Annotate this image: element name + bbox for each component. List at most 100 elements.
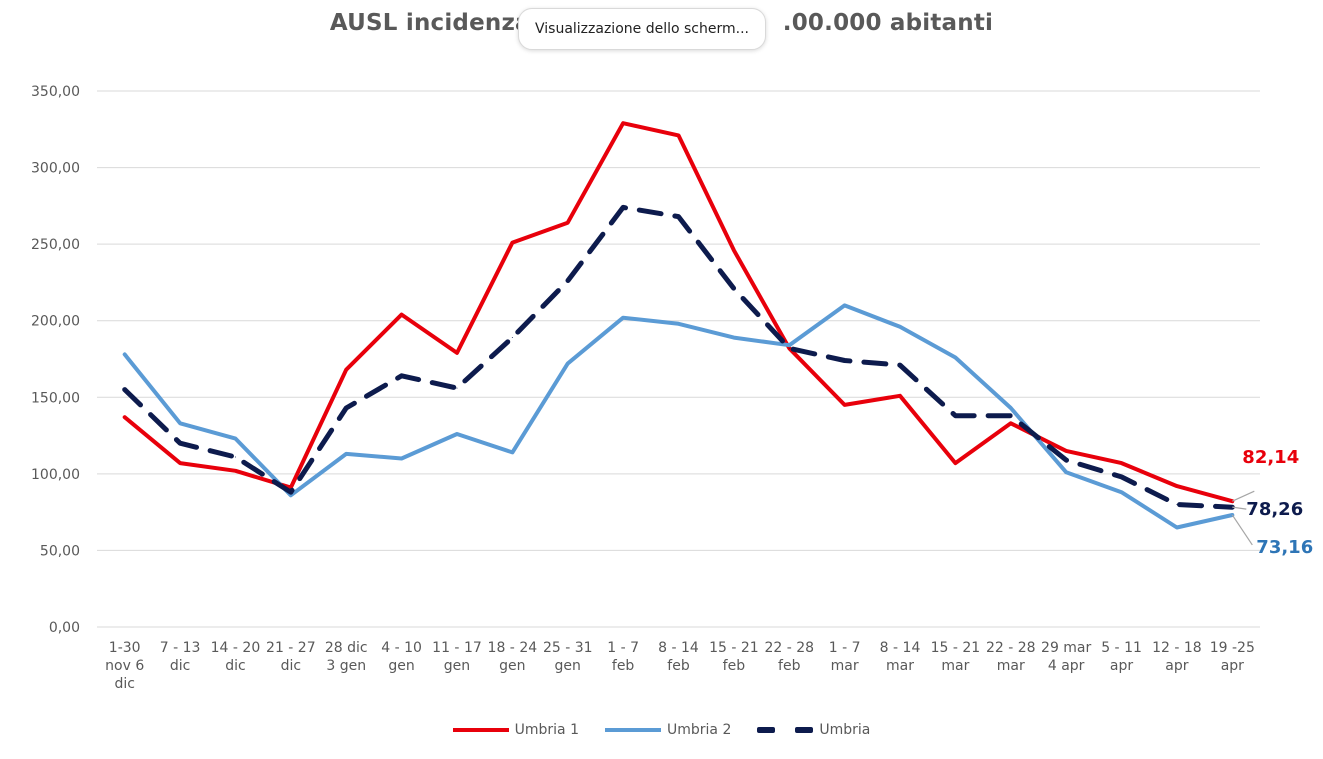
- data-point: [733, 249, 735, 251]
- x-tick-line: 3 gen: [326, 658, 366, 674]
- data-point: [345, 453, 347, 455]
- data-point: [511, 451, 513, 453]
- data-point: [124, 416, 126, 418]
- x-tick-label: 1 - 7 feb: [607, 640, 639, 674]
- legend-swatch-umbria: [757, 727, 814, 733]
- x-tick-line: 15 - 21: [709, 640, 759, 656]
- legend-item-umbria-2[interactable]: Umbria 2: [605, 722, 731, 738]
- x-tick-label: 22 - 28 feb: [764, 640, 814, 674]
- data-point: [1010, 415, 1012, 417]
- x-tick-line: dic: [281, 658, 301, 674]
- y-tick-label: 50,00: [40, 543, 80, 559]
- x-tick-line: apr: [1221, 658, 1244, 674]
- x-tick-line: apr: [1165, 658, 1188, 674]
- x-tick-label: 15 - 21 mar: [931, 640, 981, 674]
- series-lines: [122, 121, 1235, 530]
- data-point: [567, 280, 569, 282]
- data-point: [456, 387, 458, 389]
- data-point: [124, 389, 126, 391]
- data-point: [899, 326, 901, 328]
- data-point: [1065, 450, 1067, 452]
- x-tick-line: 8 - 14: [658, 640, 699, 656]
- x-tick-label: 29 mar 4 apr: [1041, 640, 1091, 674]
- x-tick-label: 21 - 27 dic: [266, 640, 316, 674]
- y-tick-label: 300,00: [31, 161, 80, 177]
- data-point: [511, 242, 513, 244]
- legend-item-umbria[interactable]: Umbria: [757, 722, 870, 738]
- x-tick-label: 14 - 20 dic: [211, 640, 261, 674]
- x-tick-line: 19 -25: [1210, 640, 1255, 656]
- x-tick-label: 1-30 nov 6 dic: [105, 640, 144, 692]
- data-point: [401, 458, 403, 460]
- data-point: [622, 122, 624, 124]
- x-tick-label: 15 - 21 feb: [709, 640, 759, 674]
- x-tick-line: gen: [444, 658, 470, 674]
- x-axis-labels: 1-30 nov 6 dic 7 - 13 dic 14 - 20 dic 21 - 27 di…: [105, 640, 1255, 692]
- x-tick-line: feb: [612, 658, 635, 674]
- label-leader-line: [1231, 514, 1253, 546]
- x-tick-line: 29 mar: [1041, 640, 1091, 656]
- x-tick-line: apr: [1110, 658, 1133, 674]
- x-tick-label: 5 - 11 apr: [1101, 640, 1142, 674]
- x-tick-line: mar: [831, 658, 859, 674]
- data-point: [290, 494, 292, 496]
- legend-label-umbria-2: Umbria 2: [667, 722, 732, 738]
- x-tick-label: 8 - 14 feb: [658, 640, 699, 674]
- x-tick-label: 22 - 28 mar: [986, 640, 1036, 674]
- x-tick-line: mar: [886, 658, 914, 674]
- data-point: [456, 352, 458, 354]
- end-value-label: 73,16: [1256, 537, 1313, 558]
- x-tick-line: dic: [170, 658, 190, 674]
- data-point: [511, 337, 513, 339]
- data-point: [844, 304, 846, 306]
- x-tick-line: 22 - 28: [986, 640, 1036, 656]
- x-tick-line: 28 dic: [325, 640, 368, 656]
- label-leader-line: [1232, 490, 1255, 502]
- data-point: [290, 487, 292, 489]
- data-point: [124, 353, 126, 355]
- data-point: [622, 206, 624, 208]
- y-tick-label: 200,00: [31, 314, 80, 330]
- chart-title-right: .00.000 abitanti: [782, 10, 994, 36]
- end-value-label: 82,14: [1242, 447, 1299, 468]
- x-tick-label: 28 dic 3 gen: [325, 640, 368, 674]
- data-point: [844, 404, 846, 406]
- x-tick-label: 25 - 31 gen: [543, 640, 593, 674]
- x-tick-line: feb: [667, 658, 690, 674]
- data-point: [1176, 485, 1178, 487]
- data-point: [179, 422, 181, 424]
- x-tick-line: 11 - 17: [432, 640, 482, 656]
- data-point: [844, 360, 846, 362]
- series-line-umbria-1: [122, 121, 1235, 504]
- data-point: [401, 314, 403, 316]
- y-tick-label: 100,00: [31, 467, 80, 483]
- x-tick-line: feb: [778, 658, 801, 674]
- y-tick-label: 150,00: [31, 390, 80, 406]
- data-point: [1121, 476, 1123, 478]
- data-point: [678, 323, 679, 325]
- data-point: [345, 407, 347, 409]
- x-tick-line: 21 - 27: [266, 640, 316, 656]
- x-tick-line: 14 - 20: [211, 640, 261, 656]
- legend-swatch-umbria-2: [605, 728, 661, 732]
- data-point: [401, 375, 403, 377]
- x-tick-line: 5 - 11: [1101, 640, 1142, 656]
- data-point: [234, 438, 236, 440]
- x-tick-line: 1 - 7: [829, 640, 861, 656]
- data-point: [622, 317, 624, 319]
- x-tick-label: 1 - 7 mar: [829, 640, 861, 674]
- data-point: [788, 344, 790, 346]
- screen-view-tooltip[interactable]: Visualizzazione dello scherm...: [518, 8, 766, 50]
- chart-title-left: AUSL incidenza: [329, 10, 531, 36]
- data-point: [788, 347, 790, 349]
- end-data-labels: 82,14 73,16 78,26: [1231, 447, 1313, 558]
- legend-label-umbria-1: Umbria 1: [514, 722, 579, 738]
- data-point: [456, 433, 458, 435]
- data-point: [1065, 471, 1067, 473]
- y-axis-labels: 0,00 50,00 100,00 150,00 200,00 250,00 300,00 3…: [31, 84, 80, 636]
- data-point: [1010, 407, 1012, 409]
- legend-item-umbria-1[interactable]: Umbria 1: [452, 722, 579, 738]
- x-tick-line: dic: [225, 658, 245, 674]
- data-point: [954, 462, 956, 464]
- x-tick-line: 8 - 14: [880, 640, 921, 656]
